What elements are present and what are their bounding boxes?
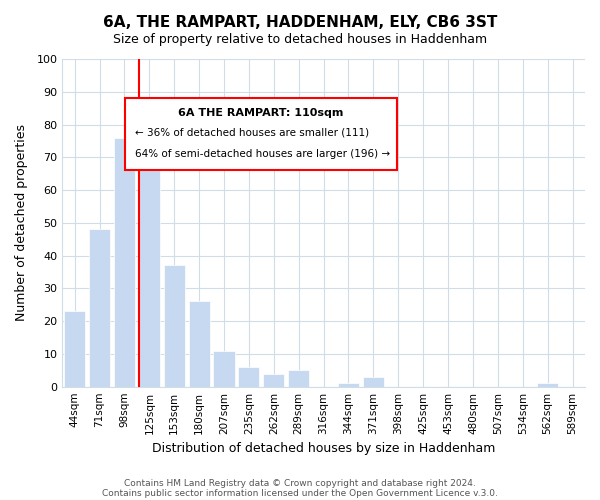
- Bar: [188, 302, 210, 386]
- FancyBboxPatch shape: [125, 98, 397, 170]
- Bar: [537, 384, 558, 386]
- Bar: [263, 374, 284, 386]
- Text: ← 36% of detached houses are smaller (111): ← 36% of detached houses are smaller (11…: [136, 128, 370, 138]
- Text: Contains public sector information licensed under the Open Government Licence v.: Contains public sector information licen…: [102, 488, 498, 498]
- Bar: [139, 158, 160, 386]
- Text: 6A, THE RAMPART, HADDENHAM, ELY, CB6 3ST: 6A, THE RAMPART, HADDENHAM, ELY, CB6 3ST: [103, 15, 497, 30]
- Bar: [338, 384, 359, 386]
- X-axis label: Distribution of detached houses by size in Haddenham: Distribution of detached houses by size …: [152, 442, 495, 455]
- Text: Size of property relative to detached houses in Haddenham: Size of property relative to detached ho…: [113, 32, 487, 46]
- Bar: [214, 350, 235, 386]
- Bar: [114, 138, 135, 386]
- Text: Contains HM Land Registry data © Crown copyright and database right 2024.: Contains HM Land Registry data © Crown c…: [124, 478, 476, 488]
- Text: 64% of semi-detached houses are larger (196) →: 64% of semi-detached houses are larger (…: [136, 149, 391, 159]
- Bar: [164, 266, 185, 386]
- Bar: [89, 230, 110, 386]
- Text: 6A THE RAMPART: 110sqm: 6A THE RAMPART: 110sqm: [178, 108, 344, 118]
- Bar: [288, 370, 309, 386]
- Bar: [363, 377, 384, 386]
- Y-axis label: Number of detached properties: Number of detached properties: [15, 124, 28, 322]
- Bar: [238, 367, 259, 386]
- Bar: [64, 312, 85, 386]
